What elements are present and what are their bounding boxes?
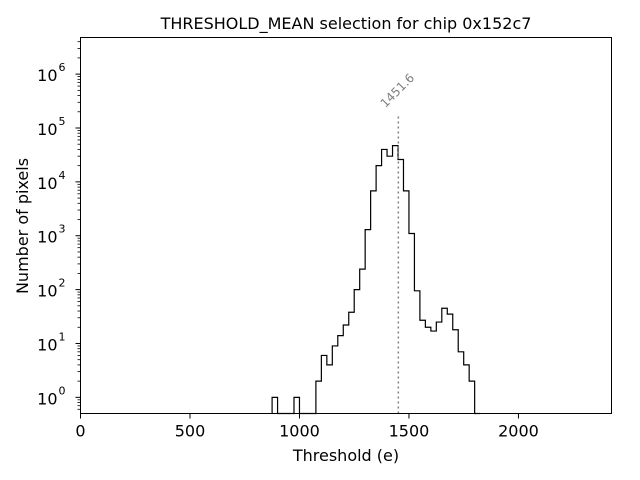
x-tick-label-1: 500	[175, 422, 206, 441]
plot-frame	[80, 37, 612, 414]
y-axis-label: Number of pixels	[13, 158, 32, 294]
histogram-bin-12	[338, 336, 343, 414]
y-tick-label-2: 10	[37, 282, 57, 301]
y-tick-exponent-5: 5	[59, 115, 66, 128]
y-tick-exponent-1: 1	[59, 330, 66, 343]
y-tick-label-1: 10	[37, 335, 57, 354]
x-tick-label-3: 1500	[389, 422, 430, 441]
histogram-bin-31	[442, 308, 447, 413]
y-tick-label-4: 10	[37, 174, 57, 193]
y-tick-exponent-4: 4	[59, 169, 66, 182]
histogram-bin-25	[409, 234, 414, 414]
y-tick-exponent-2: 2	[59, 277, 66, 290]
histogram-bin-26	[414, 291, 419, 414]
x-tick-label-2: 1000	[279, 422, 320, 441]
histogram-bin-11	[332, 346, 337, 414]
chart-title: THRESHOLD_MEAN selection for chip 0x152c…	[160, 14, 532, 34]
histogram-bin-19	[376, 166, 381, 414]
histogram-bin-9	[321, 355, 326, 413]
y-tick-label-5: 10	[37, 120, 57, 139]
histogram-bin-27	[420, 320, 425, 413]
histogram-bin-15	[354, 290, 359, 414]
x-axis-ticks: 0 500 1000 1500 2000	[75, 413, 539, 441]
y-tick-exponent-0: 0	[59, 384, 66, 397]
y-tick-label-3: 10	[37, 228, 57, 247]
y-tick-label-6: 10	[37, 66, 57, 85]
histogram-bin-21	[387, 156, 392, 413]
histogram-bin-13	[343, 325, 348, 413]
x-tick-label-0: 0	[75, 422, 85, 441]
histogram-bin-35	[464, 365, 469, 414]
histogram-bin-20	[382, 149, 387, 413]
histogram-bin-33	[453, 330, 458, 414]
histogram-bin-17	[365, 230, 370, 414]
histogram-bin-10	[327, 365, 332, 414]
histogram-bin-0	[272, 397, 277, 413]
histogram-bin-29	[431, 331, 436, 413]
histogram-bin-22	[393, 146, 398, 414]
histogram-bin-34	[458, 352, 463, 414]
histogram-bin-30	[436, 322, 441, 413]
histogram-bin-18	[371, 191, 376, 414]
histogram-bin-24	[403, 191, 408, 414]
y-tick-exponent-6: 6	[59, 61, 66, 74]
histogram-bin-28	[425, 327, 430, 413]
histogram-bin-14	[349, 312, 354, 413]
histogram-bin-32	[447, 314, 452, 413]
x-axis-label: Threshold (e)	[292, 446, 399, 465]
x-tick-label-4: 2000	[498, 422, 539, 441]
histogram-bin-16	[360, 269, 365, 413]
y-tick-label-0: 10	[37, 389, 57, 408]
histogram-bin-36	[469, 381, 474, 413]
y-tick-exponent-3: 3	[59, 223, 66, 236]
histogram-bin-8	[316, 381, 321, 413]
histogram-bin-4	[294, 397, 299, 413]
